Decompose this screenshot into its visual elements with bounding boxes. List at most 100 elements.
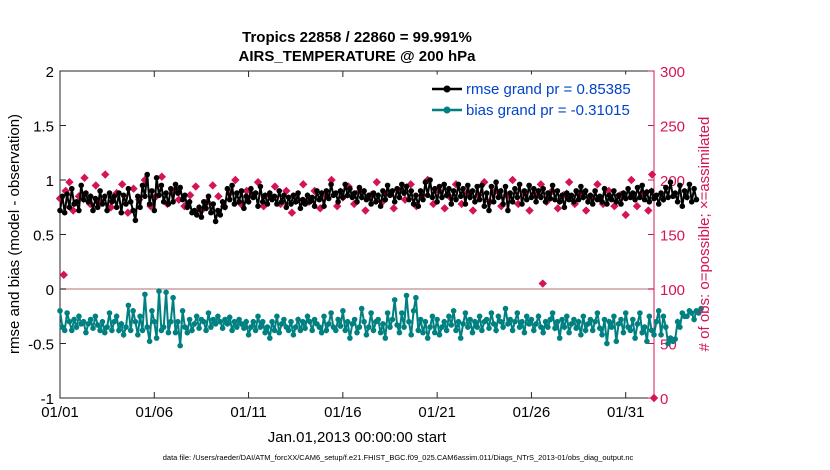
rmse-point — [196, 204, 202, 211]
obs-count-marker — [208, 181, 217, 190]
bias-point — [399, 310, 405, 316]
bias-point — [245, 332, 252, 338]
rmse-point — [658, 190, 664, 196]
bias-point — [637, 310, 643, 316]
bias-point — [597, 325, 603, 332]
bias-point — [73, 324, 80, 330]
obs-count-marker — [287, 208, 297, 217]
rmse-point — [318, 190, 325, 196]
rmse-point — [580, 194, 587, 201]
rmse-point — [337, 188, 344, 194]
bias-point — [278, 321, 285, 327]
rmse-point — [311, 203, 318, 209]
rmse-point — [153, 175, 160, 181]
rmse-point — [432, 185, 438, 192]
rmse-point — [259, 199, 266, 205]
bias-point — [297, 327, 304, 334]
bias-point — [556, 335, 563, 341]
x-tick-label: 01/01 — [41, 404, 79, 421]
rmse-point — [349, 194, 356, 201]
rmse-point — [455, 181, 462, 188]
bias-point — [342, 327, 349, 334]
rmse-point — [267, 190, 273, 196]
rmse-point — [325, 195, 332, 202]
bias-point — [127, 327, 134, 334]
bias-point — [351, 316, 358, 323]
rmse-point — [97, 188, 103, 194]
rmse-point — [608, 196, 615, 203]
rmse-point — [564, 190, 570, 196]
rmse-point — [528, 194, 535, 201]
bias-point — [417, 316, 424, 323]
bias-point — [549, 310, 556, 316]
rmse-point — [208, 209, 214, 216]
rmse-point — [271, 193, 278, 200]
x-tick-label: 01/11 — [230, 404, 266, 421]
rmse-point — [547, 195, 554, 202]
rmse-point — [358, 194, 365, 201]
rmse-point — [123, 201, 129, 207]
y-tick-label: 0.5 — [33, 228, 54, 245]
obs-count-marker — [593, 180, 602, 189]
rmse-point — [585, 199, 591, 205]
bias-point — [264, 324, 271, 330]
obs-count-marker — [536, 180, 546, 189]
bias-point — [116, 327, 122, 334]
bias-point — [203, 327, 209, 334]
bias-point — [490, 321, 497, 327]
chart-subtitle: AIRS_TEMPERATURE @ 200 hPa — [239, 48, 477, 65]
obs-count-marker — [231, 175, 240, 185]
bias-point — [304, 313, 311, 320]
bias-point — [538, 324, 544, 330]
bias-point — [424, 335, 431, 341]
rmse-point — [667, 179, 674, 185]
bias-point — [231, 318, 238, 325]
rmse-point — [382, 196, 389, 203]
rmse-point — [446, 185, 452, 192]
rmse-point — [399, 181, 405, 188]
obs-count-marker — [123, 208, 133, 217]
bias-point — [540, 329, 546, 336]
bias-point — [443, 327, 450, 334]
rmse-point — [177, 184, 183, 191]
rmse-point — [210, 201, 216, 207]
rmse-point — [120, 192, 127, 199]
rmse-point — [300, 196, 306, 203]
bias-point — [255, 313, 261, 320]
bias-point — [573, 325, 579, 332]
rmse-point — [340, 194, 346, 201]
bias-point — [170, 294, 176, 301]
rmse-point — [234, 190, 240, 196]
rmse-point — [135, 193, 141, 200]
bias-point — [106, 310, 113, 316]
bias-point — [135, 332, 141, 338]
y2-axis-label: # of obs: o=possible; ×=assimilated — [696, 117, 713, 352]
rmse-point — [592, 188, 598, 194]
rmse-point — [158, 182, 165, 189]
rmse-point — [87, 193, 94, 200]
bias-point — [580, 313, 587, 320]
rmse-point — [514, 194, 521, 201]
rmse-point — [57, 207, 63, 214]
bias-point — [587, 316, 594, 323]
rmse-point — [490, 199, 497, 205]
rmse-point — [262, 192, 268, 199]
rmse-point — [457, 193, 464, 200]
rmse-point — [410, 201, 417, 207]
bias-point — [168, 318, 174, 325]
obs-count-marker — [191, 182, 200, 191]
obs-count-marker — [604, 186, 613, 196]
rmse-point — [688, 199, 695, 205]
rmse-point — [102, 193, 108, 200]
rmse-point — [201, 199, 207, 205]
bias-point — [153, 335, 160, 341]
rmse-point — [531, 185, 537, 192]
bias-point — [186, 316, 193, 323]
legend-box — [423, 74, 651, 120]
plot-area — [59, 70, 655, 399]
bias-point — [396, 329, 403, 336]
rmse-point — [193, 212, 200, 218]
bias-point — [446, 313, 452, 320]
bias-point — [325, 321, 332, 327]
rmse-point — [328, 181, 334, 188]
